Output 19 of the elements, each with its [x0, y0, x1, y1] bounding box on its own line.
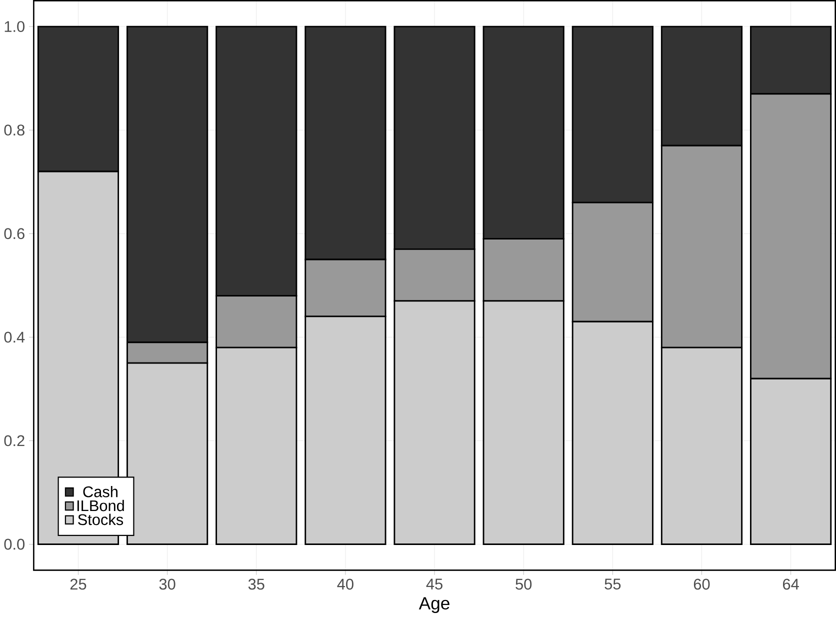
y-tick-label: 0.2: [4, 435, 24, 446]
x-tick-label: 45: [426, 578, 442, 590]
legend-label: ILBond: [77, 500, 124, 512]
x-axis-title: Age: [418, 597, 450, 614]
legend-label: Cash: [83, 486, 118, 498]
x-tick-label: 60: [694, 578, 710, 590]
x-tick-label: 50: [516, 578, 532, 590]
y-tick-label: 0.0: [4, 538, 25, 550]
x-tick-label: 55: [604, 578, 621, 590]
x-tick-label: 40: [337, 578, 354, 590]
y-tick-label: 0.8: [4, 124, 24, 136]
y-tick-label: 0.6: [4, 228, 24, 240]
y-tick-label: 1.0: [4, 21, 25, 32]
x-tick-label: 64: [783, 578, 799, 590]
x-tick-label: 35: [248, 578, 264, 590]
x-tick-label: 25: [70, 578, 86, 590]
x-tick-label: 30: [159, 578, 176, 590]
legend-label: Stocks: [78, 514, 124, 526]
y-tick-label: 0.4: [4, 332, 25, 343]
